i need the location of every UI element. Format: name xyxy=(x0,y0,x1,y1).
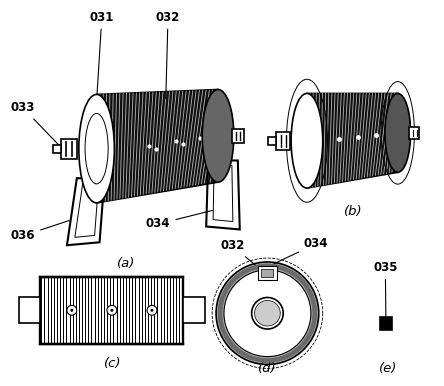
Bar xyxy=(19,298,40,323)
Text: 034: 034 xyxy=(146,210,212,230)
Bar xyxy=(380,317,392,330)
Text: (e): (e) xyxy=(379,362,397,375)
Circle shape xyxy=(254,300,280,326)
Bar xyxy=(232,129,244,143)
Circle shape xyxy=(111,309,113,312)
Circle shape xyxy=(224,270,311,357)
Circle shape xyxy=(151,309,154,312)
Circle shape xyxy=(216,262,319,364)
Text: 031: 031 xyxy=(90,10,114,98)
Bar xyxy=(262,269,274,277)
Ellipse shape xyxy=(202,90,234,182)
Text: 032: 032 xyxy=(156,10,180,98)
Text: 032: 032 xyxy=(220,239,255,265)
Text: 035: 035 xyxy=(373,261,397,320)
Text: (b): (b) xyxy=(344,205,363,218)
Text: (d): (d) xyxy=(258,362,277,375)
Text: (c): (c) xyxy=(103,357,121,371)
Polygon shape xyxy=(307,93,398,188)
Circle shape xyxy=(67,305,77,315)
Ellipse shape xyxy=(79,95,115,203)
Polygon shape xyxy=(97,90,218,203)
Bar xyxy=(61,139,77,159)
Ellipse shape xyxy=(385,93,411,172)
Bar xyxy=(53,145,61,152)
Bar xyxy=(269,137,276,145)
Text: 034: 034 xyxy=(274,237,329,264)
Circle shape xyxy=(147,305,157,315)
Text: 033: 033 xyxy=(11,101,67,154)
Circle shape xyxy=(252,298,283,329)
Circle shape xyxy=(70,309,73,312)
Bar xyxy=(183,298,205,323)
Text: 036: 036 xyxy=(11,220,69,242)
Ellipse shape xyxy=(291,93,323,188)
Bar xyxy=(408,127,420,139)
Bar xyxy=(258,266,278,280)
Bar xyxy=(40,277,183,344)
Bar xyxy=(276,132,290,150)
Text: (a): (a) xyxy=(117,257,135,270)
Circle shape xyxy=(107,305,117,315)
